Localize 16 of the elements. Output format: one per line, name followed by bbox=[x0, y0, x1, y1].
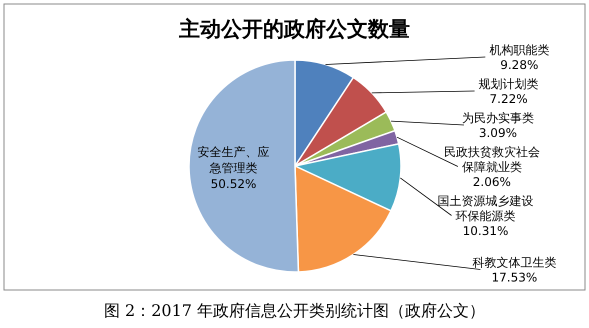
slice-label: 为民办实事类 bbox=[462, 111, 534, 125]
slice-label: 国土资源城乡建设环保能源类 bbox=[438, 194, 534, 223]
slice-label: 规划计划类 bbox=[478, 77, 539, 91]
data-label: 7.22% bbox=[490, 92, 528, 106]
slice-label: 机构职能类 bbox=[489, 43, 550, 57]
slice-label: 安全生产、应急管理类 bbox=[198, 144, 270, 175]
data-label: 9.28% bbox=[500, 58, 538, 72]
data-label: 10.31% bbox=[462, 224, 508, 238]
data-label: 2.06% bbox=[472, 175, 511, 189]
chart-title: 主动公开的政府公文数量 bbox=[178, 17, 410, 41]
caption: 图 2：2017 年政府信息公开类别统计图（政府公文） bbox=[104, 301, 486, 320]
data-label: 50.52% bbox=[210, 176, 256, 191]
slice-label: 民政扶贫救灾社会保障就业类 bbox=[444, 145, 540, 174]
slice-label: 科教文体卫生类 bbox=[472, 256, 556, 270]
data-label: 3.09% bbox=[478, 126, 517, 140]
data-label: 17.53% bbox=[492, 270, 538, 285]
